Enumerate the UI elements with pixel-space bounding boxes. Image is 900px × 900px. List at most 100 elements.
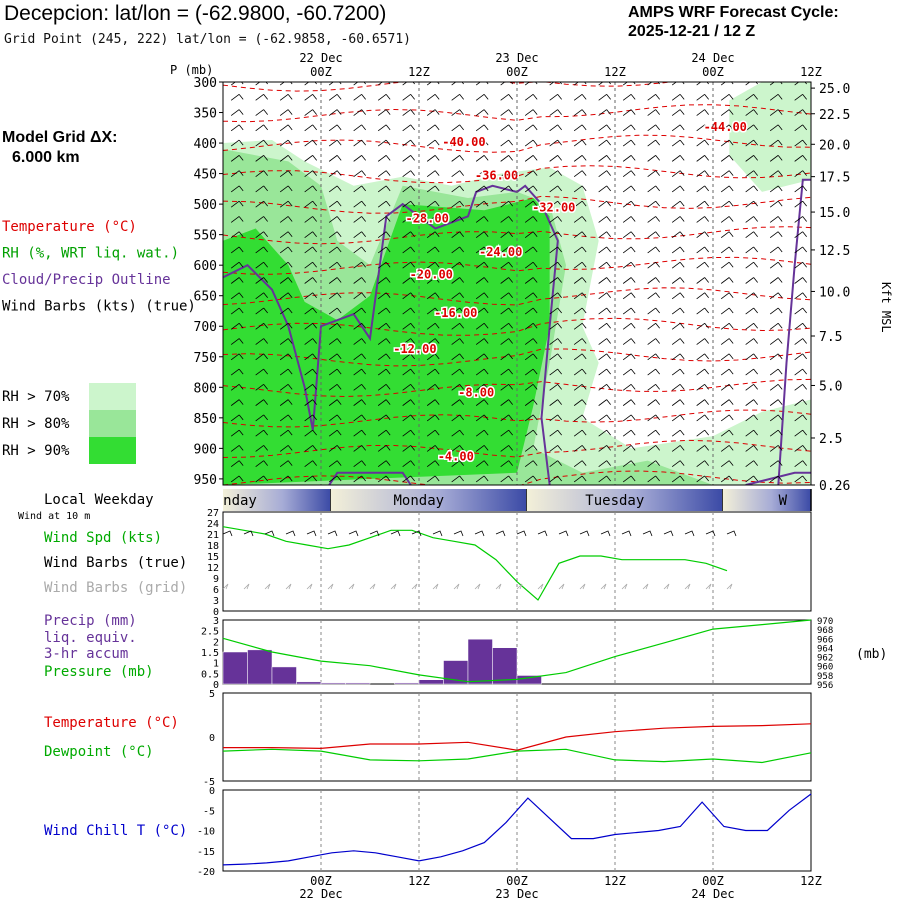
section-wind-barb (500, 292, 513, 300)
precip-bar (492, 647, 518, 685)
section-wind-barb (573, 261, 587, 269)
section-wind-barb (549, 353, 562, 361)
top-time-label: 12Z (604, 65, 626, 79)
section-wind-barb (647, 384, 660, 391)
section-wind-barb (353, 231, 366, 239)
section-wind-barb (720, 261, 734, 269)
section-wind-barb (328, 307, 342, 315)
section-wind-barb (451, 155, 464, 162)
section-wind-barb (328, 216, 342, 223)
section-wind-barb (549, 170, 562, 177)
section-wind-barb (402, 185, 415, 193)
section-wind-barb (647, 429, 660, 437)
section-wind-barb (745, 155, 758, 162)
section-wind-barb (475, 399, 489, 406)
section-wind-barb (500, 231, 513, 239)
wind-barb-grid (642, 583, 649, 590)
section-wind-barb (647, 170, 660, 177)
section-wind-barb (304, 292, 317, 300)
section-wind-barb (696, 399, 709, 406)
section-wind-barb (622, 109, 636, 116)
precip-bar (271, 666, 297, 685)
section-wind-barb (475, 445, 489, 452)
wind-barb-grid (558, 583, 565, 590)
section-wind-barb (304, 231, 317, 239)
section-wind-barb (426, 445, 440, 452)
wind-barb-grid (495, 583, 502, 590)
wind-tick-label: 24 (207, 519, 219, 530)
section-wind-barb (573, 231, 587, 239)
section-wind-barb (622, 292, 636, 300)
section-wind-barb (745, 109, 758, 116)
section-wind-barb (353, 292, 366, 300)
section-wind-barb (794, 277, 807, 284)
section-wind-barb (720, 353, 734, 361)
section-wind-barb (475, 338, 489, 345)
section-wind-barb (426, 414, 440, 422)
section-wind-barb (769, 109, 783, 116)
section-wind-barb (720, 429, 734, 437)
section-wind-barb (671, 93, 685, 101)
section-wind-barb (500, 475, 513, 483)
section-wind-barb (304, 307, 317, 315)
section-wind-barb (524, 445, 538, 452)
section-wind-barb (328, 414, 342, 422)
section-wind-barb (328, 475, 342, 483)
section-wind-barb (622, 460, 636, 468)
section-wind-barb (696, 261, 709, 269)
section-wind-barb (328, 170, 342, 177)
section-wind-barb (451, 338, 464, 345)
section-wind-barb (377, 384, 391, 391)
wind-barb-grid (579, 583, 586, 590)
section-wind-barb (475, 429, 489, 437)
pressure-legend: Pressure (mb) (44, 664, 154, 680)
section-wind-barb (475, 460, 489, 468)
section-wind-barb (500, 445, 513, 452)
section-wind-barb (671, 200, 685, 208)
section-wind-barb (622, 368, 636, 376)
section-wind-barb (794, 139, 807, 147)
section-wind-barb (745, 445, 758, 452)
section-wind-barb (720, 414, 734, 422)
section-wind-barb (230, 139, 244, 147)
section-wind-barb (573, 292, 587, 300)
section-wind-barb (794, 384, 807, 391)
section-wind-barb (769, 429, 783, 437)
weekday-label: Tuesday (585, 493, 644, 509)
section-wind-barb (794, 261, 807, 269)
wind-barb-true (432, 530, 443, 537)
chill-tick-label: -15 (197, 847, 215, 858)
wind-barb-grid (222, 583, 229, 590)
section-wind-barb (647, 231, 660, 239)
section-wind-barb (647, 200, 660, 208)
section-wind-barb (696, 475, 709, 483)
section-wind-barb (745, 353, 758, 361)
section-wind-barb (279, 216, 293, 223)
section-wind-barb (549, 231, 562, 239)
section-wind-barb (647, 261, 660, 269)
pressure-tick-label-right: 962 (817, 654, 833, 664)
section-wind-barb (353, 384, 366, 391)
section-wind-barb (696, 460, 709, 468)
wind-barb-grid (537, 583, 544, 590)
section-wind-barb (304, 445, 317, 452)
wind-tick-label: 6 (213, 585, 219, 596)
section-wind-barb (328, 155, 342, 162)
section-wind-barb (279, 185, 293, 193)
precip-tick-label: 0 (213, 680, 219, 691)
isotherm-label: -16.00 (434, 306, 477, 320)
section-wind-barb (720, 139, 734, 147)
section-wind-barb (794, 124, 807, 132)
section-wind-barb (426, 353, 440, 361)
section-wind-barb (279, 124, 293, 132)
wind-barb-grid (453, 583, 460, 590)
top-date-label: 22 Dec (299, 51, 342, 65)
section-wind-barb (671, 384, 685, 391)
section-wind-barb (720, 399, 734, 406)
section-wind-barb (745, 475, 758, 483)
section-wind-barb (598, 414, 611, 422)
wind-barb-grid (369, 583, 376, 590)
section-wind-barb (671, 460, 685, 468)
section-wind-barb (720, 460, 734, 468)
height-axis-title: Kft MSL (879, 282, 893, 333)
